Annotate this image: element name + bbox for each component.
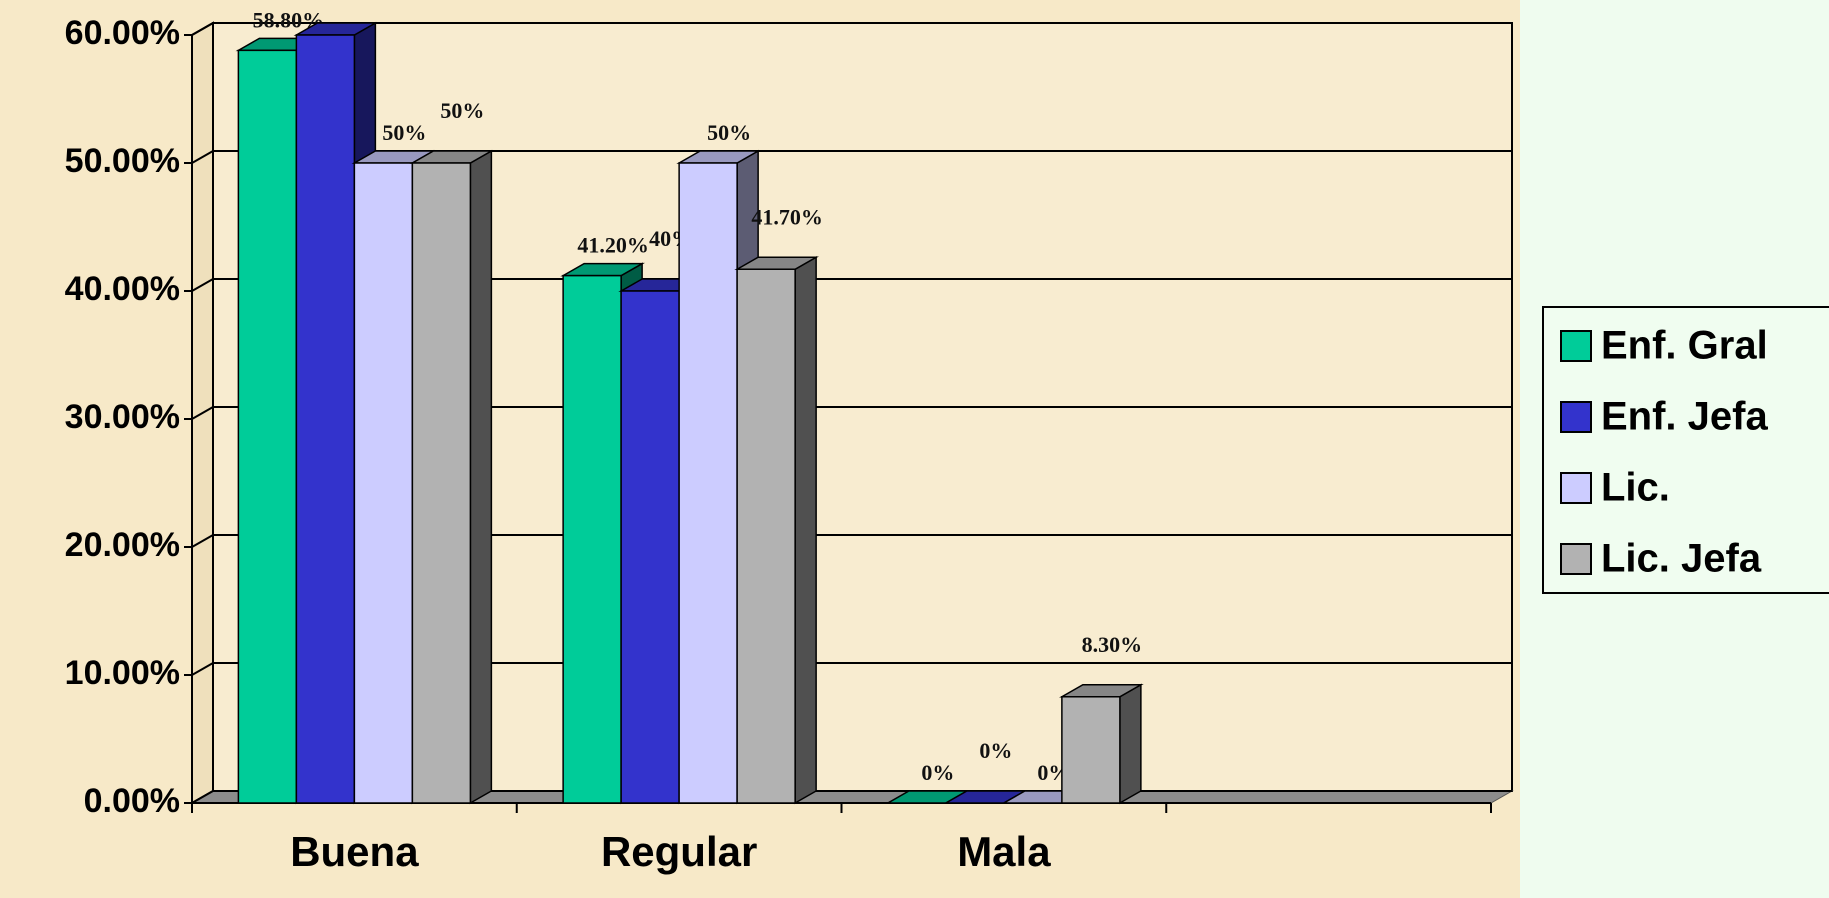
value-label: 50%	[440, 98, 484, 123]
legend-swatch	[1560, 543, 1592, 575]
grid-line-side	[191, 662, 214, 676]
grid-line-side	[191, 22, 214, 36]
grid-line-side	[191, 150, 214, 164]
y-tick-label: 20.00%	[65, 526, 180, 564]
value-label: 50%	[382, 120, 426, 145]
bar	[237, 49, 298, 804]
bar	[295, 34, 356, 804]
grid-line-side	[191, 790, 214, 804]
value-label: 41.20%	[577, 233, 649, 258]
grid-line-side	[191, 534, 214, 548]
value-label: 8.30%	[1082, 632, 1143, 657]
bar	[353, 162, 414, 804]
x-tick-label: Mala	[957, 828, 1051, 875]
y-tick-label: 0.00%	[84, 782, 180, 820]
x-tick-label: Regular	[601, 828, 757, 875]
grid-line-side	[191, 278, 214, 292]
bar-side	[794, 255, 817, 805]
legend-label: Enf. Jefa	[1601, 395, 1768, 439]
value-label: 41.70%	[751, 204, 823, 229]
bar	[411, 162, 472, 804]
value-label: 0%	[921, 760, 954, 785]
value-label: 50%	[707, 120, 751, 145]
y-tick-label: 50.00%	[65, 142, 180, 180]
x-tick-label: Buena	[290, 828, 419, 875]
bar	[736, 268, 796, 804]
legend-label: Lic. Jefa	[1601, 537, 1762, 581]
bar-side	[1119, 683, 1142, 805]
y-tick-label: 40.00%	[65, 270, 180, 308]
legend-label: Enf. Gral	[1601, 324, 1768, 368]
y-tick-label: 30.00%	[65, 398, 180, 436]
value-label: 0%	[979, 738, 1012, 763]
legend-swatch	[1560, 330, 1592, 362]
legend-swatch	[1560, 401, 1592, 433]
bar	[678, 162, 738, 804]
grid-line-side	[191, 406, 214, 420]
y-tick-label: 10.00%	[65, 654, 180, 692]
bar	[620, 290, 680, 804]
legend-label: Lic.	[1601, 466, 1670, 510]
bar	[562, 274, 622, 804]
bar	[1061, 696, 1121, 804]
legend-swatch	[1560, 472, 1592, 504]
y-tick-label: 60.00%	[65, 14, 180, 52]
bar-side	[469, 149, 493, 805]
